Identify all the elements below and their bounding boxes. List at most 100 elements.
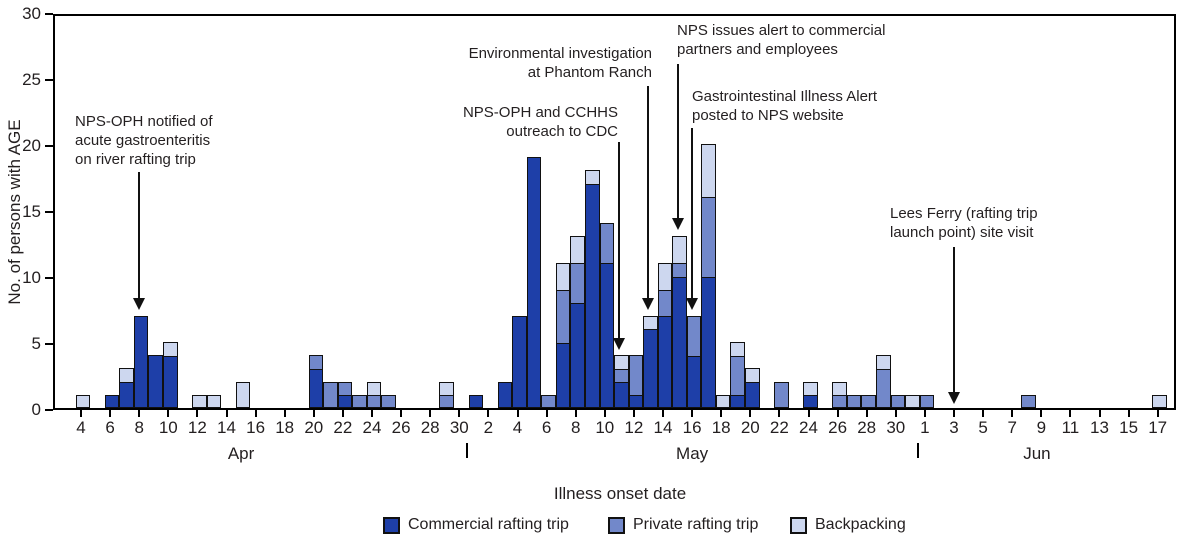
bar-apr-13 bbox=[206, 16, 222, 408]
x-tick-label: 6 bbox=[105, 418, 115, 437]
x-tick-label: 28 bbox=[420, 418, 440, 437]
bar-apr-15 bbox=[235, 16, 251, 408]
annotation-nps-oph-notified: NPS-OPH notified of acute gastroenteritis… bbox=[75, 112, 213, 169]
annotation-environmental-investigation: Environmental investigation at Phantom Ra… bbox=[469, 44, 652, 82]
segment-private bbox=[337, 381, 353, 397]
bar-may-6 bbox=[541, 16, 556, 408]
segment-commercial bbox=[599, 262, 615, 408]
y-tick-mark bbox=[45, 79, 53, 81]
segment-commercial bbox=[133, 315, 149, 408]
segment-backpacking bbox=[119, 368, 134, 384]
bar-may-10 bbox=[599, 16, 615, 408]
annotation-line: posted to NPS website bbox=[692, 107, 844, 124]
bar-apr-4 bbox=[75, 16, 91, 408]
segment-private bbox=[832, 394, 847, 408]
legend-label: Backpacking bbox=[815, 516, 906, 533]
segment-backpacking bbox=[192, 394, 207, 408]
segment-backpacking bbox=[672, 236, 687, 265]
segment-commercial bbox=[163, 355, 178, 408]
bar-may-30 bbox=[890, 16, 906, 408]
segment-backpacking bbox=[803, 381, 818, 397]
x-tick-label: 16 bbox=[246, 418, 266, 437]
segment-backpacking bbox=[206, 394, 222, 408]
bar-may-11 bbox=[614, 16, 629, 408]
y-tick-mark bbox=[45, 211, 53, 213]
x-tick-mark bbox=[487, 410, 490, 417]
bar-may-24 bbox=[803, 16, 818, 408]
x-tick-label: 4 bbox=[76, 418, 86, 437]
segment-private bbox=[366, 394, 382, 408]
segment-backpacking bbox=[832, 381, 847, 397]
x-tick-mark bbox=[458, 410, 461, 417]
segment-commercial bbox=[672, 276, 687, 408]
bar-apr-24 bbox=[366, 16, 382, 408]
segment-commercial bbox=[497, 381, 513, 408]
segment-private bbox=[890, 394, 906, 408]
x-tick-mark bbox=[167, 410, 170, 417]
annotation-lees-ferry-visit: Lees Ferry (rafting trip launch point) si… bbox=[890, 204, 1038, 242]
segment-commercial bbox=[570, 302, 585, 408]
bar-apr-8 bbox=[133, 16, 149, 408]
segment-commercial bbox=[308, 368, 324, 408]
annotation-line: NPS-OPH notified of bbox=[75, 113, 213, 130]
segment-backpacking bbox=[1152, 394, 1167, 408]
segment-backpacking bbox=[905, 394, 920, 408]
y-tick-mark bbox=[45, 145, 53, 147]
x-tick-mark bbox=[749, 410, 752, 417]
legend-item-commercial: Commercial rafting trip bbox=[383, 516, 569, 534]
x-tick-label: 10 bbox=[595, 418, 615, 437]
x-tick-mark bbox=[1156, 410, 1159, 417]
segment-backpacking bbox=[614, 355, 629, 370]
y-tick-mark bbox=[45, 13, 53, 15]
x-tick-mark bbox=[603, 410, 606, 417]
y-tick-mark bbox=[45, 409, 53, 411]
x-tick-mark bbox=[953, 410, 955, 417]
annotation-line: partners and employees bbox=[677, 41, 838, 58]
x-tick-label: 26 bbox=[828, 418, 848, 437]
bar-apr-12 bbox=[192, 16, 207, 408]
annotation-line: Environmental investigation bbox=[468, 45, 652, 62]
x-tick-label: 30 bbox=[886, 418, 906, 437]
x-tick-label: 20 bbox=[740, 418, 760, 437]
x-tick-label: 13 bbox=[1090, 418, 1109, 437]
x-tick-label: 28 bbox=[857, 418, 877, 437]
annotation-line: NPS-OPH and CCHHS bbox=[462, 104, 618, 121]
x-tick-mark bbox=[254, 410, 257, 417]
x-tick-mark bbox=[400, 410, 403, 417]
bar-jun-17 bbox=[1152, 16, 1167, 408]
x-axis-title: Illness onset date bbox=[553, 484, 687, 503]
annotation-line: Gastrointestinal Illness Alert bbox=[692, 88, 878, 105]
x-tick-label: 4 bbox=[512, 418, 523, 437]
annotation-arrow-gi-illness-alert bbox=[691, 128, 694, 298]
y-tick-label: 20 bbox=[22, 136, 41, 155]
segment-backpacking bbox=[875, 355, 891, 370]
segment-backpacking bbox=[235, 381, 251, 408]
annotation-line: at Phantom Ranch bbox=[527, 64, 652, 81]
segment-private bbox=[1021, 394, 1037, 408]
annotation-gi-illness-alert: Gastrointestinal Illness Alert posted to … bbox=[692, 87, 877, 125]
x-tick-mark bbox=[545, 410, 548, 417]
x-tick-label: 8 bbox=[134, 418, 144, 437]
bar-may-17 bbox=[701, 16, 716, 408]
segment-backpacking bbox=[715, 394, 731, 408]
segment-private bbox=[541, 394, 556, 408]
y-tick-label: 0 bbox=[31, 400, 41, 419]
segment-commercial bbox=[584, 183, 600, 408]
y-tick-mark bbox=[45, 277, 53, 279]
x-tick-mark bbox=[691, 410, 694, 417]
x-tick-mark bbox=[807, 410, 810, 417]
bar-may-7 bbox=[555, 16, 571, 408]
month-label-jun: Jun bbox=[1023, 444, 1051, 463]
segment-private bbox=[555, 289, 571, 344]
x-tick-mark bbox=[138, 410, 141, 417]
x-tick-label: 24 bbox=[799, 418, 818, 437]
x-tick-mark bbox=[662, 410, 664, 417]
segment-private bbox=[919, 394, 935, 408]
segment-backpacking bbox=[439, 381, 455, 397]
segment-private bbox=[774, 381, 789, 408]
segment-commercial bbox=[643, 328, 658, 408]
bar-apr-20 bbox=[308, 16, 324, 408]
annotation-line: outreach to CDC bbox=[506, 123, 618, 140]
segment-commercial bbox=[686, 355, 702, 408]
segment-commercial bbox=[526, 157, 542, 408]
